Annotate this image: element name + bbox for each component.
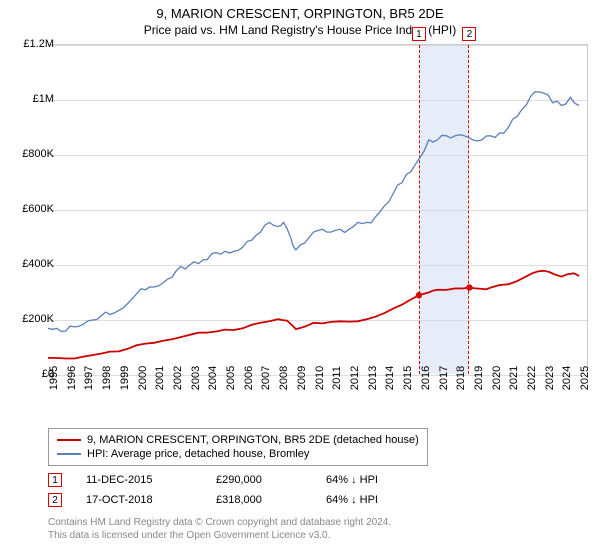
x-axis-label: 2023 — [544, 366, 556, 390]
x-axis-label: 1997 — [83, 366, 95, 390]
sale-marker-1: 1 — [412, 27, 426, 41]
sale-pct: 64% ↓ HPI — [326, 474, 426, 486]
x-axis-label: 2014 — [384, 366, 396, 390]
sale-point — [466, 284, 472, 290]
sale-price: £290,000 — [216, 474, 326, 486]
legend-label: HPI: Average price, detached house, Brom… — [87, 448, 309, 460]
legend-row: 9, MARION CRESCENT, ORPINGTON, BR5 2DE (… — [57, 433, 419, 447]
x-axis-label: 2022 — [526, 366, 538, 390]
x-axis-label: 2007 — [260, 366, 272, 390]
x-axis-label: 2004 — [207, 366, 219, 390]
series-hpi — [48, 92, 579, 332]
x-axis-label: 2011 — [331, 366, 343, 390]
sale-row-marker: 2 — [48, 493, 62, 507]
x-axis-label: 2021 — [508, 366, 520, 390]
x-axis-label: 2000 — [137, 366, 149, 390]
sale-row-marker: 1 — [48, 473, 62, 487]
legend-label: 9, MARION CRESCENT, ORPINGTON, BR5 2DE (… — [87, 434, 419, 446]
y-axis-label: £400K — [10, 258, 54, 270]
sale-row: 2 17-OCT-2018£318,00064% ↓ HPI — [48, 490, 426, 510]
x-axis-label: 2001 — [154, 366, 166, 390]
x-axis-label: 2008 — [278, 366, 290, 390]
x-axis-label: 1999 — [119, 366, 131, 390]
legend-swatch — [57, 453, 81, 455]
x-axis-label: 1995 — [48, 366, 60, 390]
y-axis-label: £1M — [10, 93, 54, 105]
x-axis-label: 2015 — [402, 366, 414, 390]
sale-row: 1 11-DEC-2015£290,00064% ↓ HPI — [48, 470, 426, 490]
x-axis-label: 2010 — [314, 366, 326, 390]
x-axis-label: 2012 — [349, 366, 361, 390]
chart-subtitle: Price paid vs. HM Land Registry's House … — [0, 21, 600, 41]
x-axis-label: 2006 — [243, 366, 255, 390]
chart-title: 9, MARION CRESCENT, ORPINGTON, BR5 2DE — [0, 0, 600, 21]
x-axis-label: 2025 — [579, 366, 591, 390]
x-axis-label: 2020 — [491, 366, 503, 390]
sales-table: 1 11-DEC-2015£290,00064% ↓ HPI 2 17-OCT-201… — [48, 470, 426, 510]
x-axis-label: 1996 — [66, 366, 78, 390]
x-axis-label: 2002 — [172, 366, 184, 390]
x-axis-label: 2009 — [296, 366, 308, 390]
x-axis-label: 2003 — [190, 366, 202, 390]
sale-date: 11-DEC-2015 — [86, 474, 216, 486]
footer-line1: Contains HM Land Registry data © Crown c… — [48, 516, 391, 529]
series-property — [48, 271, 579, 359]
sale-marker-2: 2 — [462, 27, 476, 41]
x-axis-label: 2018 — [455, 366, 467, 390]
x-axis-label: 2024 — [561, 366, 573, 390]
sale-pct: 64% ↓ HPI — [326, 494, 426, 506]
chart-plot-area: 12 — [48, 44, 588, 374]
y-axis-label: £200K — [10, 313, 54, 325]
y-axis-label: £1.2M — [10, 38, 54, 50]
x-axis-label: 2005 — [225, 366, 237, 390]
chart-lines — [48, 45, 588, 375]
x-axis-label: 2019 — [473, 366, 485, 390]
legend: 9, MARION CRESCENT, ORPINGTON, BR5 2DE (… — [48, 428, 428, 466]
x-axis-label: 2016 — [420, 366, 432, 390]
x-axis-label: 2017 — [438, 366, 450, 390]
x-axis-label: 1998 — [101, 366, 113, 390]
y-axis-label: £800K — [10, 148, 54, 160]
sale-price: £318,000 — [216, 494, 326, 506]
legend-row: HPI: Average price, detached house, Brom… — [57, 447, 419, 461]
x-axis-label: 2013 — [367, 366, 379, 390]
sale-point — [416, 292, 422, 298]
footer-line2: This data is licensed under the Open Gov… — [48, 529, 391, 542]
footer-attribution: Contains HM Land Registry data © Crown c… — [48, 516, 391, 542]
sale-date: 17-OCT-2018 — [86, 494, 216, 506]
legend-swatch — [57, 439, 81, 441]
y-axis-label: £600K — [10, 203, 54, 215]
